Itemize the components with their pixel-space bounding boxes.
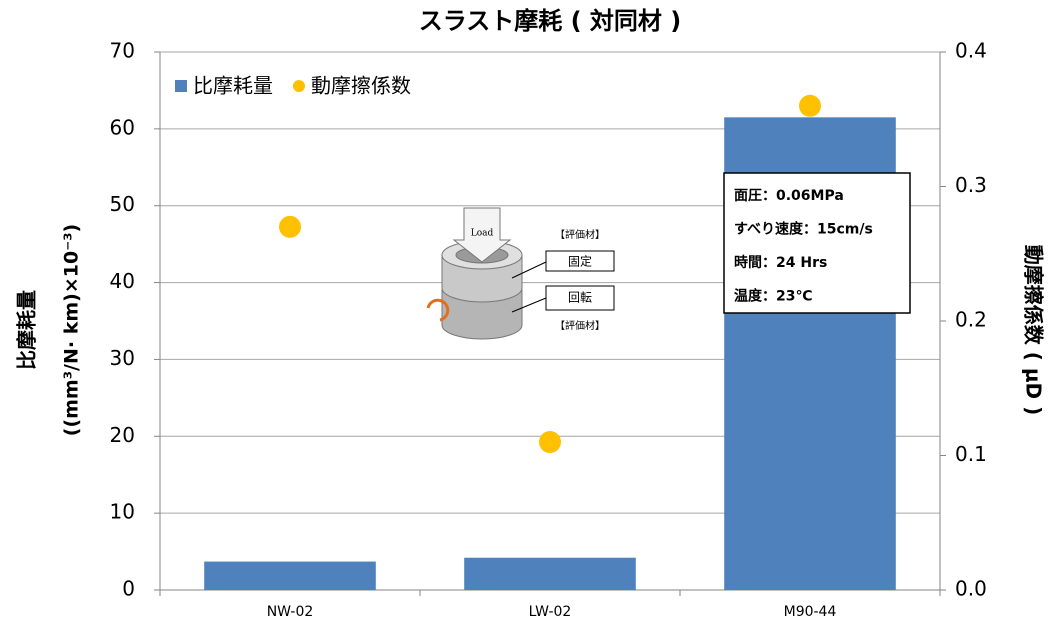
annotation: 温度：23℃	[734, 288, 812, 305]
y-tick-label: 70	[110, 39, 135, 63]
y2-axis-label: 動摩擦係数 ( μD )	[1022, 245, 1046, 416]
bar	[204, 561, 376, 590]
diagram-label: 【評価材】	[555, 228, 605, 241]
legend-swatch	[175, 80, 187, 92]
annotation: 時間：24 Hrs	[734, 254, 827, 271]
annotation-box	[723, 172, 911, 314]
y2-tick-label: 0.2	[955, 308, 987, 332]
x-tick-label: NW-02	[267, 604, 314, 620]
y-tick-label: 60	[110, 115, 135, 139]
diagram-pointer	[511, 261, 547, 279]
y2-tick-label: 0.0	[955, 577, 987, 601]
load-arrow	[452, 207, 512, 263]
diagram-label: 固定	[568, 254, 592, 269]
annotation: 面圧：0.06MPa	[734, 188, 844, 204]
diagram-box	[545, 285, 615, 311]
y-axis-label: 比摩耗量	[15, 290, 39, 370]
y-tick-label: 30	[110, 346, 135, 370]
y-axis-label: ((mm³/N· km)×10⁻³)	[61, 224, 83, 436]
legend-label: 動摩擦係数	[311, 74, 411, 98]
legend-label: 比摩耗量	[193, 74, 273, 98]
y-tick-label: 50	[110, 192, 135, 216]
diagram-pointer	[511, 297, 547, 313]
diagram-box	[545, 250, 615, 272]
y-tick-label: 0	[122, 577, 135, 601]
y2-tick-label: 0.3	[955, 173, 987, 197]
cylinder-lower	[441, 289, 523, 340]
y2-tick-label: 0.4	[955, 39, 987, 63]
legend-swatch	[293, 80, 305, 92]
x-tick-label: LW-02	[529, 604, 572, 620]
y2-tick-label: 0.1	[955, 442, 987, 466]
dot	[279, 215, 301, 238]
dot	[539, 431, 561, 454]
annotation: すべり速度：15cm/s	[734, 221, 873, 238]
diagram-label: 回転	[568, 291, 592, 305]
bar	[464, 557, 636, 590]
dot	[799, 94, 821, 117]
diagram-label: Load	[471, 229, 494, 239]
rotate-arrow	[426, 298, 450, 322]
chart-title: スラスト摩耗 ( 対同材 )	[419, 7, 682, 35]
x-tick-label: M90-44	[784, 604, 837, 620]
y-tick-label: 40	[110, 269, 135, 293]
y-tick-label: 10	[110, 500, 135, 524]
diagram-label: 【評価材】	[555, 319, 605, 332]
y-tick-label: 20	[110, 423, 135, 447]
